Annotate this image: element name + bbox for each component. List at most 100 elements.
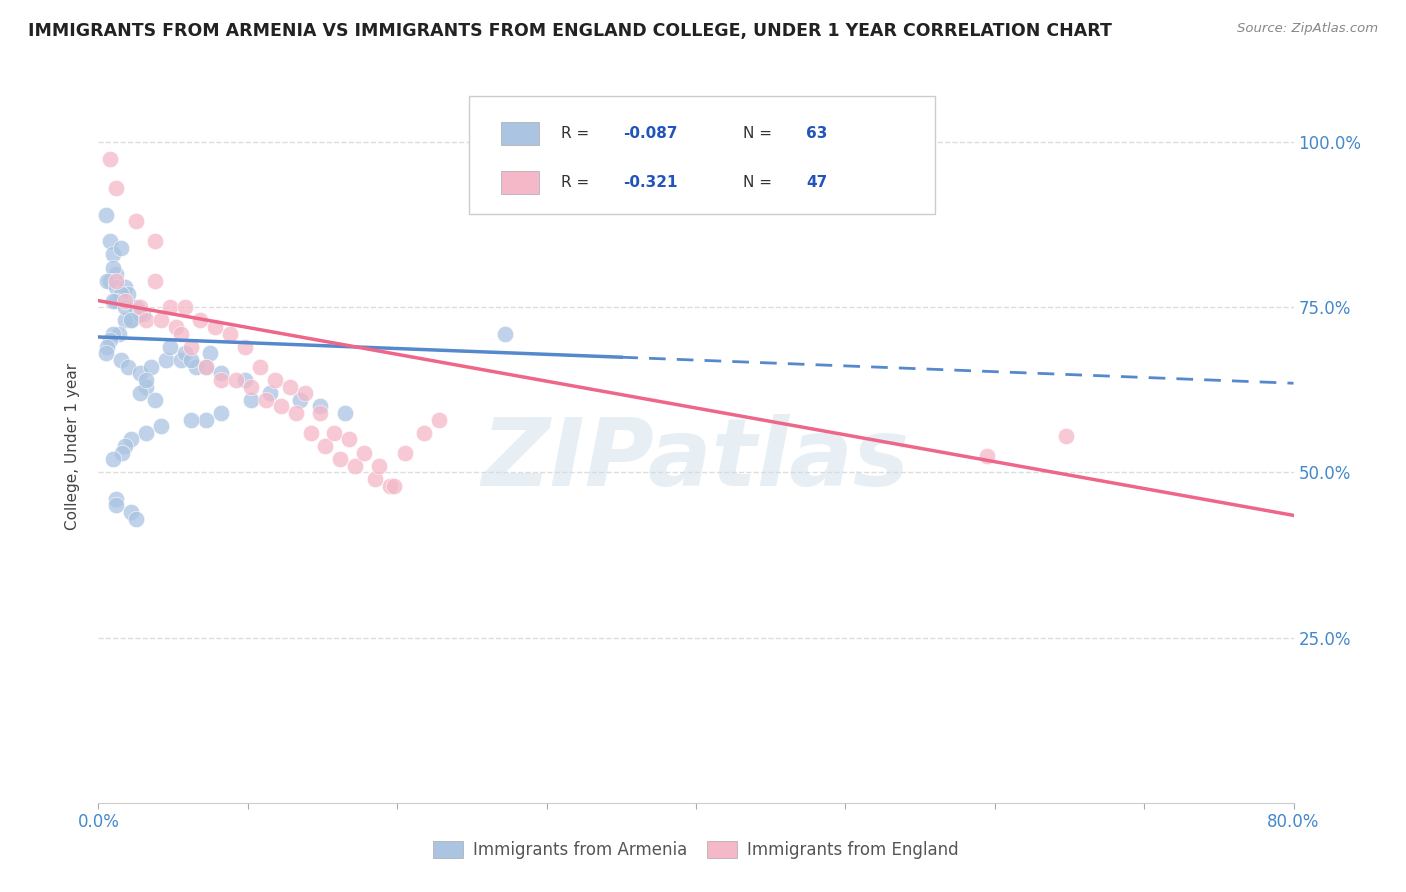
Point	[135, 379, 157, 393]
Point	[225, 373, 247, 387]
Point	[284, 406, 307, 420]
Point	[378, 478, 401, 492]
Point	[114, 300, 136, 314]
Point	[308, 406, 330, 420]
Point	[219, 326, 242, 341]
Point	[299, 425, 322, 440]
Text: -0.321: -0.321	[623, 176, 678, 190]
Point	[174, 346, 197, 360]
Point	[143, 274, 166, 288]
Point	[195, 412, 218, 426]
Point	[103, 293, 125, 308]
Point	[110, 353, 132, 368]
FancyBboxPatch shape	[501, 121, 540, 145]
Point	[94, 346, 117, 360]
Point	[94, 208, 117, 222]
Point	[278, 379, 301, 393]
Point	[323, 425, 346, 440]
Point	[98, 333, 122, 347]
Point	[117, 287, 139, 301]
Point	[120, 433, 142, 447]
Point	[368, 458, 391, 473]
Point	[188, 313, 211, 327]
Point	[1056, 429, 1078, 443]
Point	[105, 274, 128, 288]
Point	[96, 340, 118, 354]
Point	[344, 458, 367, 473]
Point	[103, 247, 125, 261]
Point	[103, 260, 125, 275]
Point	[114, 280, 136, 294]
Point	[353, 445, 375, 459]
Point	[150, 419, 173, 434]
Point	[143, 392, 166, 407]
Point	[180, 340, 202, 354]
Text: Source: ZipAtlas.com: Source: ZipAtlas.com	[1237, 22, 1378, 36]
Point	[174, 300, 197, 314]
Point	[263, 373, 285, 387]
Point	[105, 293, 128, 308]
Point	[333, 406, 356, 420]
Point	[117, 359, 139, 374]
Point	[329, 452, 352, 467]
Point	[111, 445, 134, 459]
Point	[233, 340, 256, 354]
Point	[209, 373, 232, 387]
FancyBboxPatch shape	[501, 171, 540, 194]
Point	[413, 425, 436, 440]
Point	[159, 340, 181, 354]
Legend: Immigrants from Armenia, Immigrants from England: Immigrants from Armenia, Immigrants from…	[426, 834, 966, 866]
Point	[209, 367, 232, 381]
Point	[129, 300, 152, 314]
Point	[195, 359, 218, 374]
Point	[103, 326, 125, 341]
Point	[114, 439, 136, 453]
Point	[364, 472, 387, 486]
Point	[114, 293, 136, 308]
FancyBboxPatch shape	[470, 96, 935, 214]
Point	[233, 373, 256, 387]
Point	[315, 439, 337, 453]
Point	[270, 400, 292, 414]
Point	[339, 433, 361, 447]
Point	[159, 300, 181, 314]
Point	[125, 214, 148, 228]
Point	[125, 300, 148, 314]
Point	[98, 152, 122, 166]
Point	[110, 241, 132, 255]
Text: 63: 63	[806, 126, 827, 141]
Point	[249, 359, 271, 374]
Point	[139, 359, 162, 374]
Point	[155, 353, 177, 368]
Point	[200, 346, 222, 360]
Point	[239, 379, 262, 393]
Point	[165, 320, 187, 334]
Point	[135, 373, 157, 387]
Point	[105, 267, 128, 281]
Point	[976, 449, 998, 463]
Point	[98, 234, 122, 248]
Text: N =: N =	[742, 126, 776, 141]
Point	[294, 386, 316, 401]
Point	[120, 505, 142, 519]
Point	[180, 353, 202, 368]
Point	[259, 386, 281, 401]
Point	[129, 367, 152, 381]
Point	[108, 326, 131, 341]
Point	[308, 400, 330, 414]
Point	[105, 280, 128, 294]
Point	[204, 320, 226, 334]
Point	[105, 181, 128, 195]
Point	[129, 307, 152, 321]
Text: ZIPatlas: ZIPatlas	[482, 414, 910, 507]
Point	[105, 491, 128, 506]
Point	[143, 234, 166, 248]
Point	[120, 313, 142, 327]
Point	[180, 412, 202, 426]
Point	[150, 313, 173, 327]
Point	[120, 313, 142, 327]
Point	[135, 313, 157, 327]
Point	[110, 287, 132, 301]
Point	[169, 326, 191, 341]
Point	[239, 392, 262, 407]
